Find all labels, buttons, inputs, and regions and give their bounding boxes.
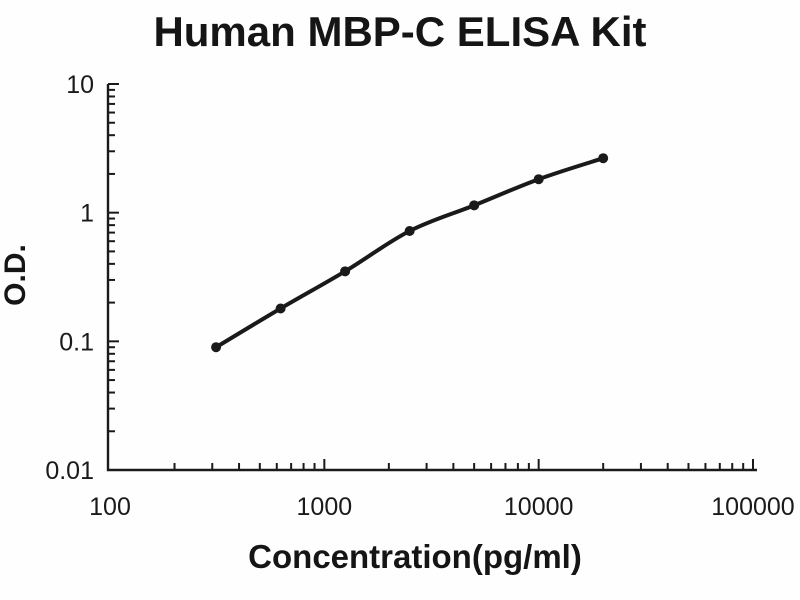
data-point-marker xyxy=(211,342,222,353)
y-tick-label: 1 xyxy=(80,200,94,228)
data-point-marker xyxy=(469,200,480,211)
x-tick-label: 10000 xyxy=(504,493,574,521)
data-point-marker xyxy=(533,174,544,185)
data-point-marker xyxy=(340,266,351,277)
y-tick-label: 0.1 xyxy=(59,328,94,356)
data-point-marker xyxy=(275,303,286,314)
y-tick-label: 0.01 xyxy=(45,457,94,485)
x-tick-label: 100000 xyxy=(711,493,794,521)
x-tick-label: 1000 xyxy=(297,493,353,521)
standard-curve-line xyxy=(214,156,606,350)
data-point-marker xyxy=(404,226,415,237)
axis-frame xyxy=(106,84,757,472)
y-tick-label: 10 xyxy=(66,71,94,99)
x-tick-label: 100 xyxy=(89,493,131,521)
x-axis-label: Concentration(pg/ml) xyxy=(248,538,582,575)
chart-title: Human MBP-C ELISA Kit xyxy=(153,8,647,55)
data-point-marker xyxy=(598,153,609,164)
y-axis-label: O.D. xyxy=(0,244,32,306)
